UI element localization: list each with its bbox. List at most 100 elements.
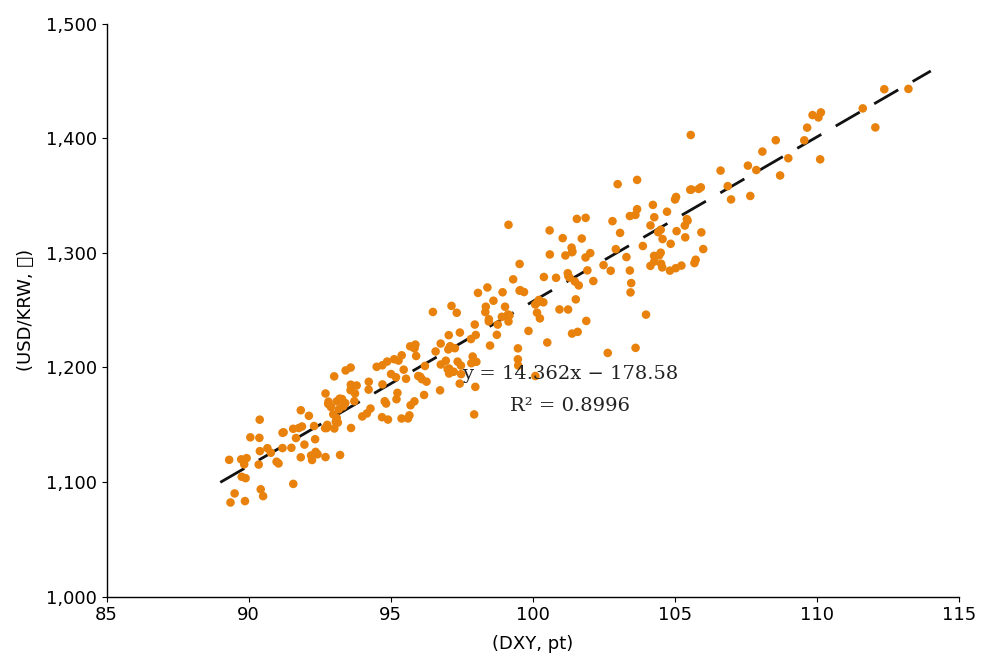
Point [320, 419, 336, 430]
Point [449, 308, 465, 318]
Point [406, 396, 422, 407]
Point [596, 260, 612, 271]
Point [600, 348, 616, 358]
Point [586, 275, 602, 286]
Point [564, 243, 580, 253]
Point [668, 226, 684, 237]
Point [653, 259, 669, 269]
Point [630, 204, 645, 214]
Point [406, 343, 422, 354]
Point [327, 371, 343, 382]
Point [580, 265, 596, 276]
Point [233, 454, 249, 465]
Point [347, 396, 362, 407]
Point [327, 423, 343, 434]
Point [442, 341, 458, 352]
Point [252, 414, 268, 425]
Point [796, 135, 812, 145]
Point [252, 446, 268, 456]
Point [557, 250, 573, 261]
Point [619, 252, 635, 263]
Y-axis label: (USD/KRW, 원): (USD/KRW, 원) [17, 249, 35, 371]
Point [478, 302, 494, 312]
Point [642, 261, 658, 271]
Point [478, 307, 494, 318]
Point [654, 262, 670, 273]
Point [307, 434, 323, 445]
Point [386, 354, 402, 364]
Point [338, 398, 354, 409]
Point [510, 343, 526, 354]
Point [646, 212, 662, 222]
Point [253, 484, 269, 494]
Point [713, 165, 729, 176]
Point [693, 227, 709, 238]
Point [560, 304, 576, 315]
Point [416, 390, 432, 401]
Point [380, 414, 396, 425]
Point [440, 364, 456, 375]
Point [393, 413, 409, 424]
Point [638, 310, 654, 320]
Point [644, 200, 660, 210]
Point [285, 478, 301, 489]
Point [414, 374, 430, 385]
Point [605, 216, 621, 226]
Point [332, 450, 348, 460]
Point [412, 371, 428, 382]
Point [555, 232, 571, 243]
Point [501, 310, 517, 321]
Point [551, 304, 567, 315]
Point [433, 338, 449, 349]
Point [293, 405, 309, 415]
Point [686, 258, 702, 269]
Point [693, 182, 709, 193]
Point [334, 394, 350, 405]
Point [622, 210, 638, 221]
Point [662, 239, 678, 249]
Point [683, 129, 699, 140]
X-axis label: (DXY, pt): (DXY, pt) [493, 635, 574, 653]
Point [318, 388, 334, 399]
Point [306, 421, 322, 431]
Point [571, 280, 587, 291]
Point [651, 250, 667, 261]
Point [628, 342, 643, 353]
Point [679, 215, 695, 226]
Point [271, 458, 287, 469]
Point [466, 409, 482, 420]
Point [467, 319, 483, 330]
Point [222, 497, 238, 508]
Point [773, 170, 788, 181]
Point [562, 272, 578, 283]
Point [813, 107, 829, 118]
Point [374, 379, 390, 390]
Point [662, 265, 678, 276]
Point [527, 371, 543, 381]
Point [288, 433, 304, 444]
Point [388, 372, 404, 383]
Point [236, 459, 252, 470]
Point [628, 210, 643, 220]
Point [469, 356, 485, 367]
Point [294, 421, 310, 432]
Point [486, 295, 501, 306]
Point [297, 440, 313, 450]
Point [329, 416, 345, 427]
Text: y = 14.362x − 178.58
R² = 0.8996: y = 14.362x − 178.58 R² = 0.8996 [462, 365, 678, 415]
Point [630, 174, 645, 185]
Point [542, 249, 558, 260]
Point [529, 308, 545, 318]
Point [740, 160, 756, 171]
Point [237, 473, 253, 484]
Point [505, 274, 521, 285]
Point [269, 456, 285, 467]
Point [667, 194, 683, 205]
Point [500, 309, 516, 320]
Point [285, 423, 301, 434]
Point [652, 224, 668, 235]
Point [677, 232, 693, 243]
Point [441, 363, 457, 374]
Point [374, 412, 390, 423]
Point [329, 413, 345, 423]
